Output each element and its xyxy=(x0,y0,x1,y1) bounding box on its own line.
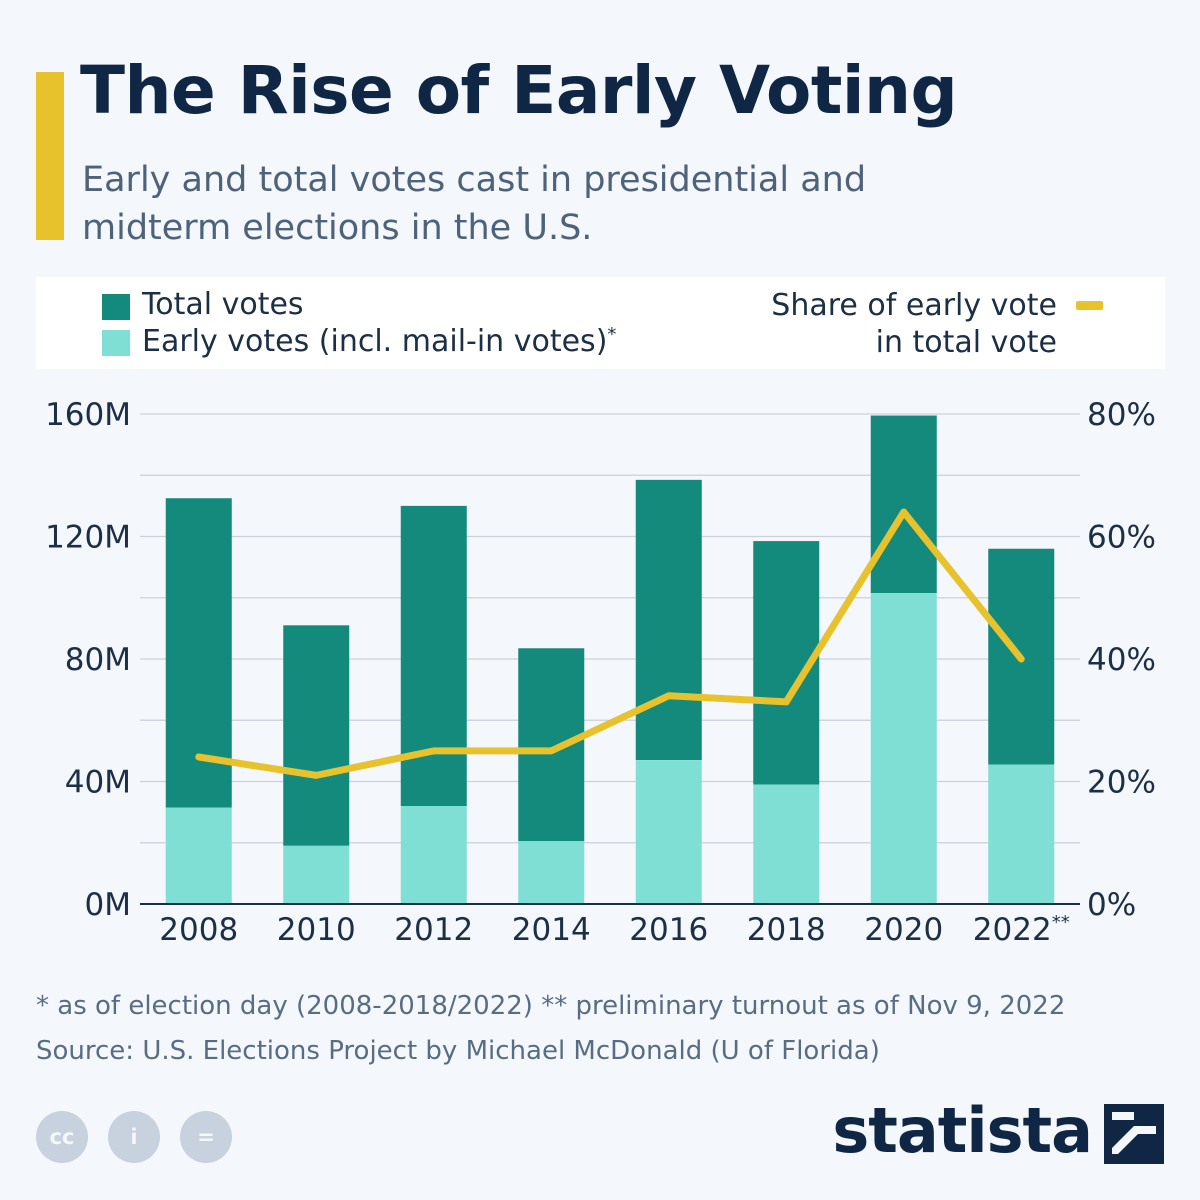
bar-early-votes xyxy=(283,845,350,904)
accent-bar xyxy=(36,72,64,240)
statista-logo-text: statista xyxy=(832,1094,1093,1167)
y-right-tick-label: 20% xyxy=(1087,765,1156,801)
y-right-tick-label: 80% xyxy=(1087,397,1156,433)
y-left-tick-label: 80M xyxy=(65,642,131,678)
x-tick-label: 2014 xyxy=(512,912,591,948)
legend: Total votes Early votes (incl. mail-in v… xyxy=(36,277,1165,369)
source-note: Source: U.S. Elections Project by Michae… xyxy=(36,1036,880,1066)
x-tick-label: 2018 xyxy=(747,912,826,948)
chart-title: The Rise of Early Voting xyxy=(80,52,958,129)
bar-early-votes xyxy=(753,784,820,904)
y-left-tick-label: 160M xyxy=(45,397,131,433)
x-tick-label: 2020 xyxy=(864,912,943,948)
bar-total-votes xyxy=(635,479,702,761)
bar-total-votes xyxy=(518,648,585,842)
footnote: * as of election day (2008-2018/2022) **… xyxy=(36,991,1066,1021)
attribution-icon: i xyxy=(108,1111,160,1163)
bar-total-votes xyxy=(870,415,937,594)
statista-logo-icon xyxy=(1104,1104,1164,1164)
share-early-vote-line xyxy=(195,508,1025,779)
y-right-tick-label: 0% xyxy=(1087,887,1136,923)
bar-early-votes xyxy=(400,806,467,904)
bar-early-votes xyxy=(518,841,585,904)
x-tick-label: 2012 xyxy=(394,912,473,948)
subtitle-line-2: midterm elections in the U.S. xyxy=(82,208,593,248)
legend-total-swatch xyxy=(102,294,130,320)
y-right-tick-label: 60% xyxy=(1087,520,1156,556)
x-tick-marker: ** xyxy=(1052,912,1070,933)
y-right-tick-label: 40% xyxy=(1087,642,1156,678)
x-tick-label: 2008 xyxy=(159,912,238,948)
y-left-tick-label: 0M xyxy=(85,887,131,923)
bar-total-votes xyxy=(400,505,467,806)
chart-subtitle: Early and total votes cast in presidenti… xyxy=(82,156,982,252)
subtitle-line-1: Early and total votes cast in presidenti… xyxy=(82,160,867,200)
bar-early-votes xyxy=(988,764,1055,904)
legend-early-swatch xyxy=(102,330,130,356)
bar-early-votes xyxy=(635,760,702,904)
no-derivatives-icon: = xyxy=(180,1111,232,1163)
x-tick-label: 2010 xyxy=(277,912,356,948)
bar-early-votes xyxy=(870,593,937,904)
legend-early-label: Early votes (incl. mail-in votes)* xyxy=(142,324,617,359)
creative-commons-icon: cc xyxy=(36,1111,88,1163)
chart-area: 0M 40M 80M 120M 160M 0% 20% 40% 60% 80% 2008 2010 20… xyxy=(45,397,1156,948)
x-tick-label: 2022** xyxy=(973,912,1070,948)
x-tick-label: 2016 xyxy=(629,912,708,948)
legend-share-label: Share of early vote in total vote xyxy=(771,288,1057,360)
y-left-tick-label: 120M xyxy=(45,520,131,556)
legend-share-swatch xyxy=(1076,301,1103,310)
bar-early-votes xyxy=(165,807,232,904)
legend-total-label: Total votes xyxy=(142,287,304,322)
y-left-tick-label: 40M xyxy=(65,765,131,801)
bar-total-votes xyxy=(283,625,350,846)
